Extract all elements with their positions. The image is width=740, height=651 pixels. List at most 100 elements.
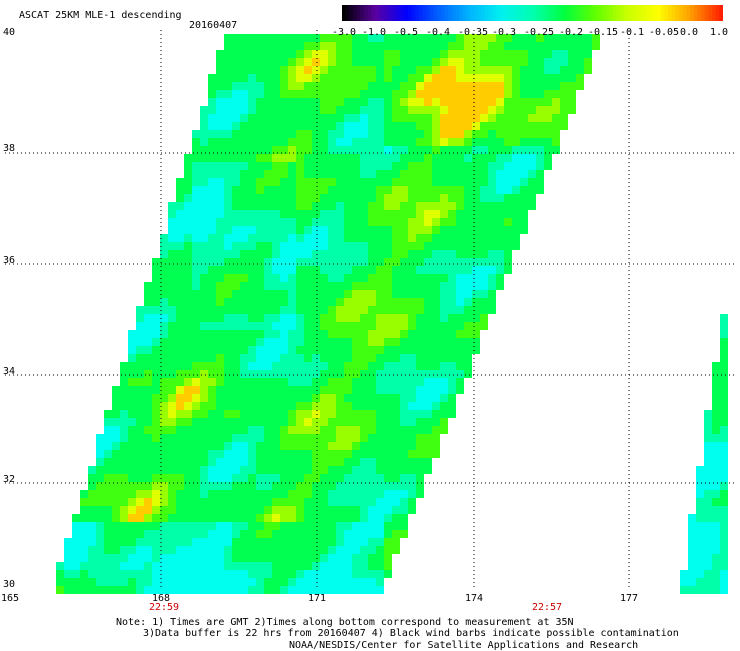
swath-cell [304,522,312,530]
swath-cell [136,482,144,490]
swath-cell [320,378,328,386]
swath-cell [488,202,496,210]
swath-cell [392,130,400,138]
swath-cell [360,202,368,210]
swath-cell [464,114,472,122]
swath-cell [304,586,312,594]
swath-cell [208,90,216,98]
swath-cell [168,562,176,570]
colorbar-swatch [528,5,534,21]
swath-cell [240,538,248,546]
swath-cell [216,506,224,514]
swath-cell [488,74,496,82]
swath-cell [344,514,352,522]
swath-cell [344,426,352,434]
swath-cell [344,226,352,234]
swath-cell [432,362,440,370]
swath-cell [416,418,424,426]
swath-cell [56,570,64,578]
swath-cell [472,66,480,74]
swath-cell [544,138,552,146]
swath-cell [232,490,240,498]
swath-cell [280,514,288,522]
swath-cell [200,442,208,450]
swath-cell [144,474,152,482]
swath-cell [440,138,448,146]
swath-cell [216,258,224,266]
swath-cell [392,322,400,330]
swath-cell [328,258,336,266]
swath-cell [272,258,280,266]
swath-cell [696,586,704,594]
swath-cell [416,434,424,442]
swath-cell [264,130,272,138]
swath-cell [216,370,224,378]
swath-cell [416,314,424,322]
swath-cell [288,282,296,290]
swath-cell [376,386,384,394]
swath-cell [400,162,408,170]
swath-cell [336,570,344,578]
swath-cell [200,466,208,474]
swath-cell [496,154,504,162]
swath-cell [320,450,328,458]
swath-cell [192,586,200,594]
swath-cell [272,58,280,66]
swath-cell [336,130,344,138]
swath-cell [368,394,376,402]
swath-cell [288,442,296,450]
swath-cell [208,130,216,138]
swath-cell [448,282,456,290]
swath-cell [168,546,176,554]
swath-cell [312,498,320,506]
swath-cell [288,162,296,170]
swath-cell [232,194,240,202]
swath-cell [360,154,368,162]
swath-cell [376,530,384,538]
swath-cell [240,370,248,378]
swath-cell [296,274,304,282]
swath-cell [312,354,320,362]
swath-cell [288,458,296,466]
swath-cell [184,234,192,242]
swath-cell [504,138,512,146]
swath-cell [128,442,136,450]
swath-cell [520,66,528,74]
swath-cell [184,282,192,290]
swath-cell [304,482,312,490]
swath-cell [336,226,344,234]
swath-cell [480,250,488,258]
swath-cell [368,146,376,154]
swath-cell [176,226,184,234]
colorbar-swatch [459,5,464,21]
swath-cell [472,34,480,42]
swath-cell [256,66,264,74]
swath-cell [528,154,536,162]
swath-cell [160,266,168,274]
swath-cell [552,130,560,138]
swath-cell [416,346,424,354]
swath-cell [192,234,200,242]
swath-cell [688,586,696,594]
swath-cell [328,266,336,274]
swath-cell [200,578,208,586]
swath-cell [208,258,216,266]
swath-cell [88,562,96,570]
swath-cell [352,330,360,338]
swath-cell [504,170,512,178]
swath-cell [200,282,208,290]
swath-cell [112,570,120,578]
swath-cell [368,178,376,186]
swath-cell [344,314,352,322]
swath-cell [480,258,488,266]
swath-cell [512,178,520,186]
swath-cell [712,514,720,522]
swath-cell [240,570,248,578]
swath-cell [488,50,496,58]
swath-cell [312,98,320,106]
swath-cell [112,482,120,490]
swath-cell [472,210,480,218]
swath-cell [448,50,456,58]
swath-cell [424,186,432,194]
swath-cell [216,410,224,418]
